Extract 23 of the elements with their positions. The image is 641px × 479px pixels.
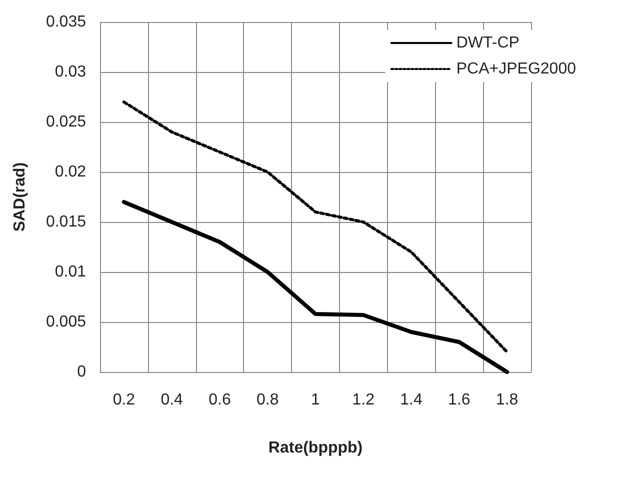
- y-tick-label: 0.02: [54, 164, 86, 180]
- x-tick-label: 0.8: [256, 392, 279, 408]
- line-series: [122, 100, 509, 354]
- y-tick-label: 0.005: [46, 314, 86, 330]
- x-tick-label: 1.6: [448, 392, 470, 408]
- x-tick-label: 1.8: [496, 392, 518, 408]
- y-tick-label: 0.015: [46, 214, 86, 230]
- x-tick-label: 1: [311, 392, 320, 408]
- x-tick-label: 0.6: [208, 392, 231, 408]
- y-tick-label: 0.01: [54, 264, 86, 280]
- y-axis-title: SAD(rad): [12, 162, 28, 232]
- legend-label: PCA+JPEG2000: [456, 60, 576, 78]
- x-tick-label: 0.4: [160, 392, 184, 408]
- y-tick-label: 0.035: [46, 14, 86, 30]
- x-tick-label: 1.4: [400, 392, 422, 408]
- y-tick-label: 0.025: [46, 114, 86, 130]
- line-series: [122, 200, 510, 374]
- y-tick-label: 0: [77, 364, 86, 380]
- y-tick-label: 0.03: [54, 64, 86, 80]
- x-tick-label: 0.2: [112, 392, 136, 408]
- legend-label: DWT-CP: [456, 34, 520, 52]
- x-axis-title: Rate(bpppb): [268, 440, 363, 456]
- x-tick-label: 1.2: [352, 392, 375, 408]
